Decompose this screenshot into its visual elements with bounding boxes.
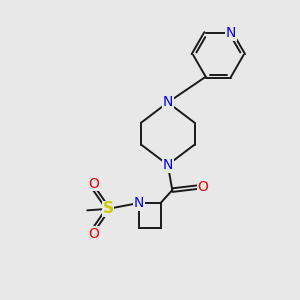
Text: O: O — [88, 227, 99, 241]
Text: O: O — [197, 180, 208, 194]
Text: N: N — [163, 158, 173, 172]
Text: S: S — [103, 201, 114, 216]
Text: N: N — [134, 196, 145, 210]
Text: N: N — [163, 95, 173, 110]
Text: N: N — [226, 26, 236, 40]
Text: O: O — [88, 177, 99, 190]
